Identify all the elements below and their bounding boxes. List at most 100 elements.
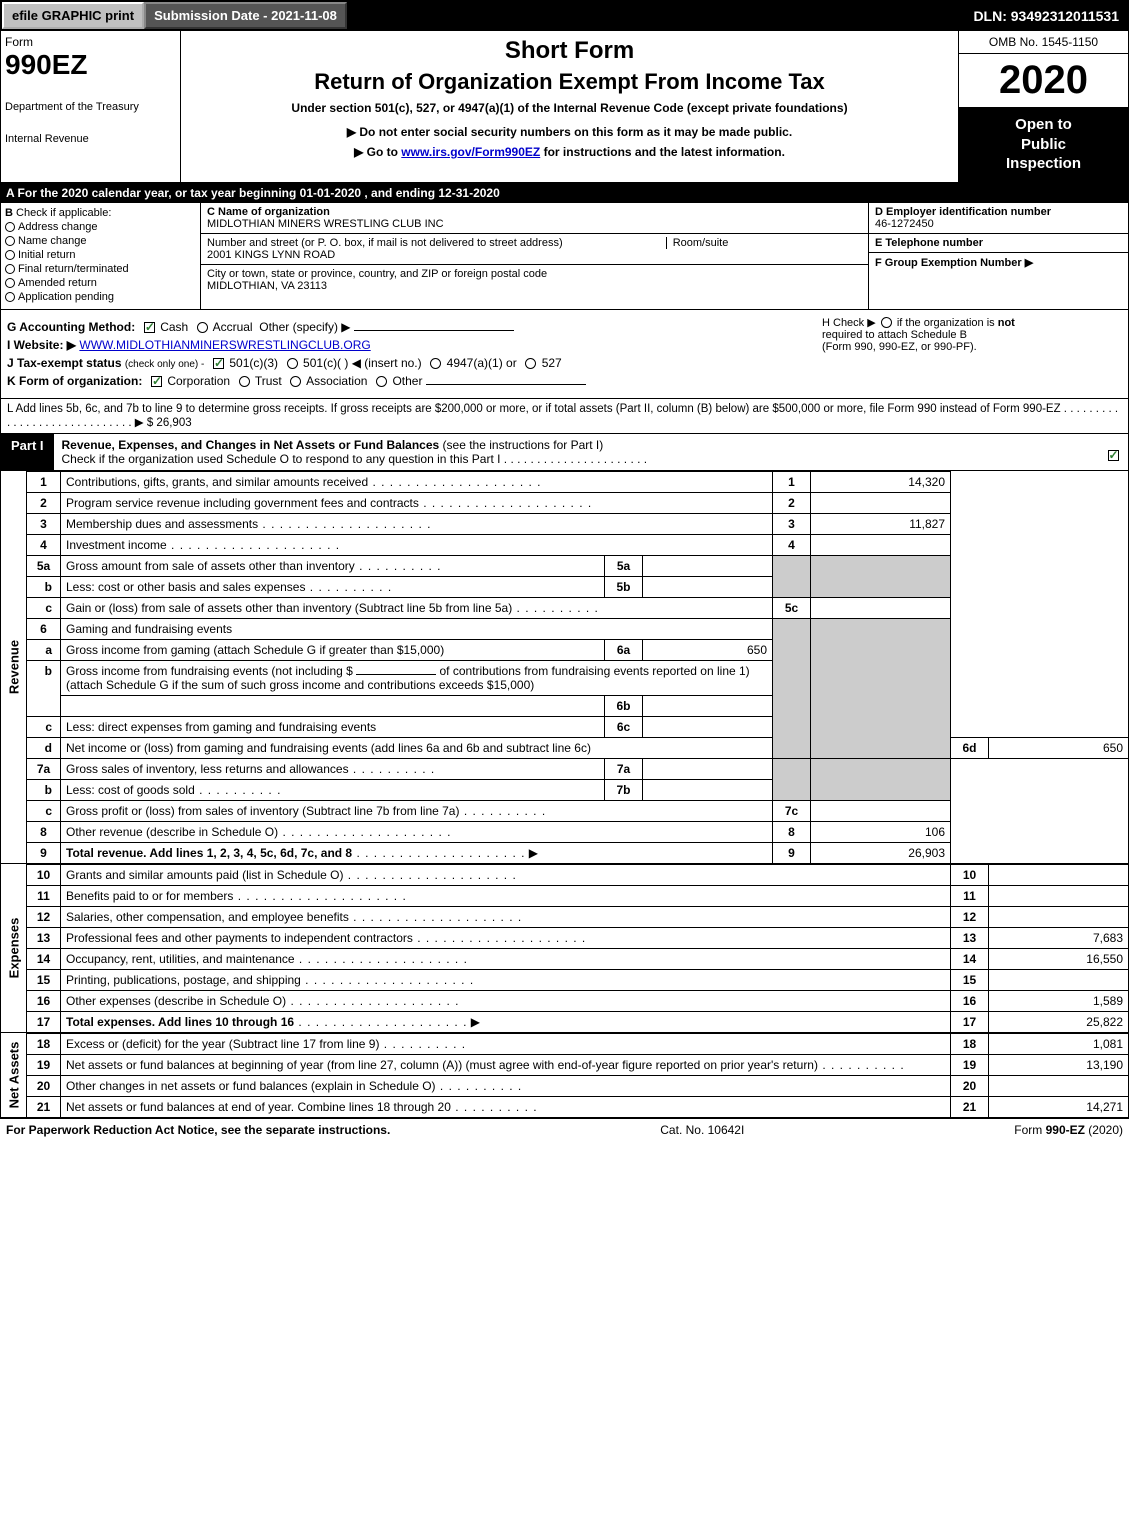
l9-ln: 9 [773,842,811,863]
checkbox-final-return[interactable] [5,264,15,274]
l13-ln: 13 [951,927,989,948]
l11-amt [989,885,1129,906]
j-501c3-checkbox[interactable] [213,358,224,369]
section-def: D Employer identification number 46-1272… [868,203,1128,309]
part1-schedule-o-checkbox[interactable] [1108,450,1119,461]
l14-n: 14 [27,948,61,969]
line-6c: cLess: direct expenses from gaming and f… [27,716,1129,737]
l13-desc: Professional fees and other payments to … [66,931,586,945]
l6-desc: Gaming and fundraising events [61,618,773,639]
line-16: 16 Other expenses (describe in Schedule O… [27,990,1129,1011]
tax-year: 2020 [959,54,1128,107]
l14-desc: Occupancy, rent, utilities, and maintena… [66,952,468,966]
k-other-checkbox[interactable] [376,376,387,387]
efile-print-button[interactable]: efile GRAPHIC print [2,2,144,29]
l15-ln: 15 [951,969,989,990]
line-11: 11Benefits paid to or for members11 [27,885,1129,906]
l3-ln: 3 [773,513,811,534]
l7a-n: 7a [27,758,61,779]
line-10: 10Grants and similar amounts paid (list … [27,864,1129,885]
h-checkbox[interactable] [881,317,892,328]
l1-amt: 14,320 [811,471,951,492]
line-18: 18Excess or (deficit) for the year (Subt… [27,1033,1129,1054]
goto-pre: ▶ Go to [354,145,401,159]
l7b-n: b [27,779,61,800]
g-accrual-checkbox[interactable] [197,322,208,333]
l21-desc: Net assets or fund balances at end of ye… [66,1100,538,1114]
j-527-checkbox[interactable] [525,358,536,369]
checkbox-initial-return[interactable] [5,250,15,260]
meta-block: H Check ▶ if the organization is not req… [0,310,1129,399]
l8-ln: 8 [773,821,811,842]
section-c: C Name of organization MIDLOTHIAN MINERS… [201,203,868,309]
l7b-midval [643,779,773,800]
l6c-mid: 6c [605,716,643,737]
l7a-mid: 7a [605,758,643,779]
l5a-midval [643,555,773,576]
city-value: MIDLOTHIAN, VA 23113 [207,280,327,292]
line-20: 20Other changes in net assets or fund ba… [27,1075,1129,1096]
l20-amt [989,1075,1129,1096]
irs-link[interactable]: www.irs.gov/Form990EZ [401,145,540,159]
checkbox-address-change[interactable] [5,222,15,232]
checkbox-name-change[interactable] [5,236,15,246]
g-label: G Accounting Method: [7,320,135,334]
revenue-section: Revenue 1Contributions, gifts, grants, a… [0,471,1129,864]
addr-label: Number and street (or P. O. box, if mail… [207,237,563,249]
l5c-n: c [27,597,61,618]
l1-desc: Contributions, gifts, grants, and simila… [66,475,542,489]
line-6d: dNet income or (loss) from gaming and fu… [27,737,1129,758]
addr-value: 2001 KINGS LYNN ROAD [207,249,335,261]
l12-amt [989,906,1129,927]
website-link[interactable]: WWW.MIDLOTHIANMINERSWRESTLINGCLUB.ORG [79,338,370,352]
header-left: Form 990EZ Department of the Treasury In… [1,31,181,182]
footer-right: Form 990-EZ (2020) [1014,1123,1123,1137]
header-center: Short Form Return of Organization Exempt… [181,31,958,182]
netassets-side-text: Net Assets [6,1041,21,1108]
tel-label: E Telephone number [875,237,983,249]
line-6b-val: 6b [27,695,1129,716]
j-opt2: 501(c)( ) ◀ (insert no.) [303,356,422,370]
instructions-line: ▶ Go to www.irs.gov/Form990EZ for instru… [187,145,952,159]
l16-n: 16 [27,990,61,1011]
l6d-amt: 650 [989,737,1129,758]
l2-amt [811,492,951,513]
l5b-desc: Less: cost or other basis and sales expe… [66,580,392,594]
k-trust-checkbox[interactable] [239,376,250,387]
expenses-section: Expenses 10Grants and similar amounts pa… [0,864,1129,1033]
k-other-field[interactable] [426,384,586,385]
opt-initial-return: Initial return [18,249,75,261]
l7a-midval [643,758,773,779]
k-label: K Form of organization: [7,374,142,388]
j-4947-checkbox[interactable] [430,358,441,369]
revenue-side-label: Revenue [0,471,26,864]
k-opt-corp: Corporation [167,374,230,388]
g-other-field[interactable] [354,330,514,331]
l9-desc: Total revenue. Add lines 1, 2, 3, 4, 5c,… [66,846,352,860]
part1-title: Revenue, Expenses, and Changes in Net As… [62,438,440,452]
h-text1: H Check ▶ [822,317,876,329]
footer-mid: Cat. No. 10642I [660,1123,744,1137]
ein-label: D Employer identification number [875,206,1051,218]
netassets-side-label: Net Assets [0,1033,26,1118]
g-cash-checkbox[interactable] [144,322,155,333]
submission-date-button[interactable]: Submission Date - 2021-11-08 [144,2,347,29]
l4-amt [811,534,951,555]
l11-desc: Benefits paid to or for members [66,889,407,903]
j-501c-checkbox[interactable] [287,358,298,369]
k-assoc-checkbox[interactable] [290,376,301,387]
line-6b: bGross income from fundraising events (n… [27,660,1129,695]
open-line1: Open to [1015,116,1072,133]
part1-end-check [1098,434,1128,470]
checkbox-application-pending[interactable] [5,292,15,302]
l6b-amount-field[interactable] [356,674,436,675]
line-7c: cGross profit or (loss) from sales of in… [27,800,1129,821]
line-7b: bLess: cost of goods sold7b [27,779,1129,800]
checkbox-amended-return[interactable] [5,278,15,288]
l2-ln: 2 [773,492,811,513]
l16-desc: Other expenses (describe in Schedule O) [66,994,459,1008]
k-corp-checkbox[interactable] [151,376,162,387]
l6a-midval: 650 [643,639,773,660]
netassets-section: Net Assets 18Excess or (deficit) for the… [0,1033,1129,1118]
l19-ln: 19 [951,1054,989,1075]
